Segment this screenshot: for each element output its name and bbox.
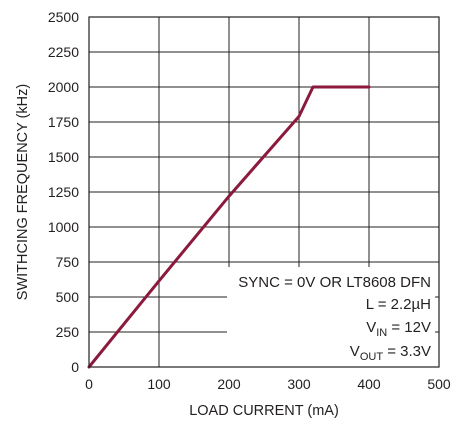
series-line [87,85,371,369]
x-tick-label: 300 [287,376,311,392]
y-tick-label: 1250 [48,184,79,200]
y-tick-label: 2000 [48,79,79,95]
annotation-box: SYNC = 0V OR LT8608 DFN L = 2.2µH VIN = … [227,267,435,367]
y-tick-label: 2500 [48,9,79,25]
annotation-inductor: L = 2.2µH [366,296,431,313]
plot-frame [88,16,440,368]
series-layer [87,85,371,369]
x-tick-label: 0 [85,376,93,392]
y-tick-label: 1750 [48,114,79,130]
x-axis-title: LOAD CURRENT (mA) [189,403,339,419]
x-tick-label: 400 [357,376,381,392]
annotation-background [227,267,435,367]
y-tick-label: 2250 [48,44,79,60]
y-tick-label: 750 [56,254,80,270]
y-tick-label: 1000 [48,219,79,235]
x-tick-label: 100 [147,376,171,392]
y-axis-title: SWITHCING FREQUENCY (kHz) [15,84,31,300]
annotation-vout: VOUT = 3.3V [350,343,431,363]
y-tick-label: 250 [56,324,80,340]
y-tick-label: 1500 [48,149,79,165]
y-tick-label: 500 [56,289,80,305]
tick-labels: 0 100 200 300 400 500 0 250 500 750 1000 1250 1500 17… [48,9,451,392]
annotation-sync: SYNC = 0V OR LT8608 DFN [238,274,431,291]
annotation-vin: VIN = 12V [366,319,431,339]
x-tick-label: 500 [427,376,451,392]
y-tick-label: 0 [71,359,79,375]
x-tick-label: 200 [217,376,241,392]
